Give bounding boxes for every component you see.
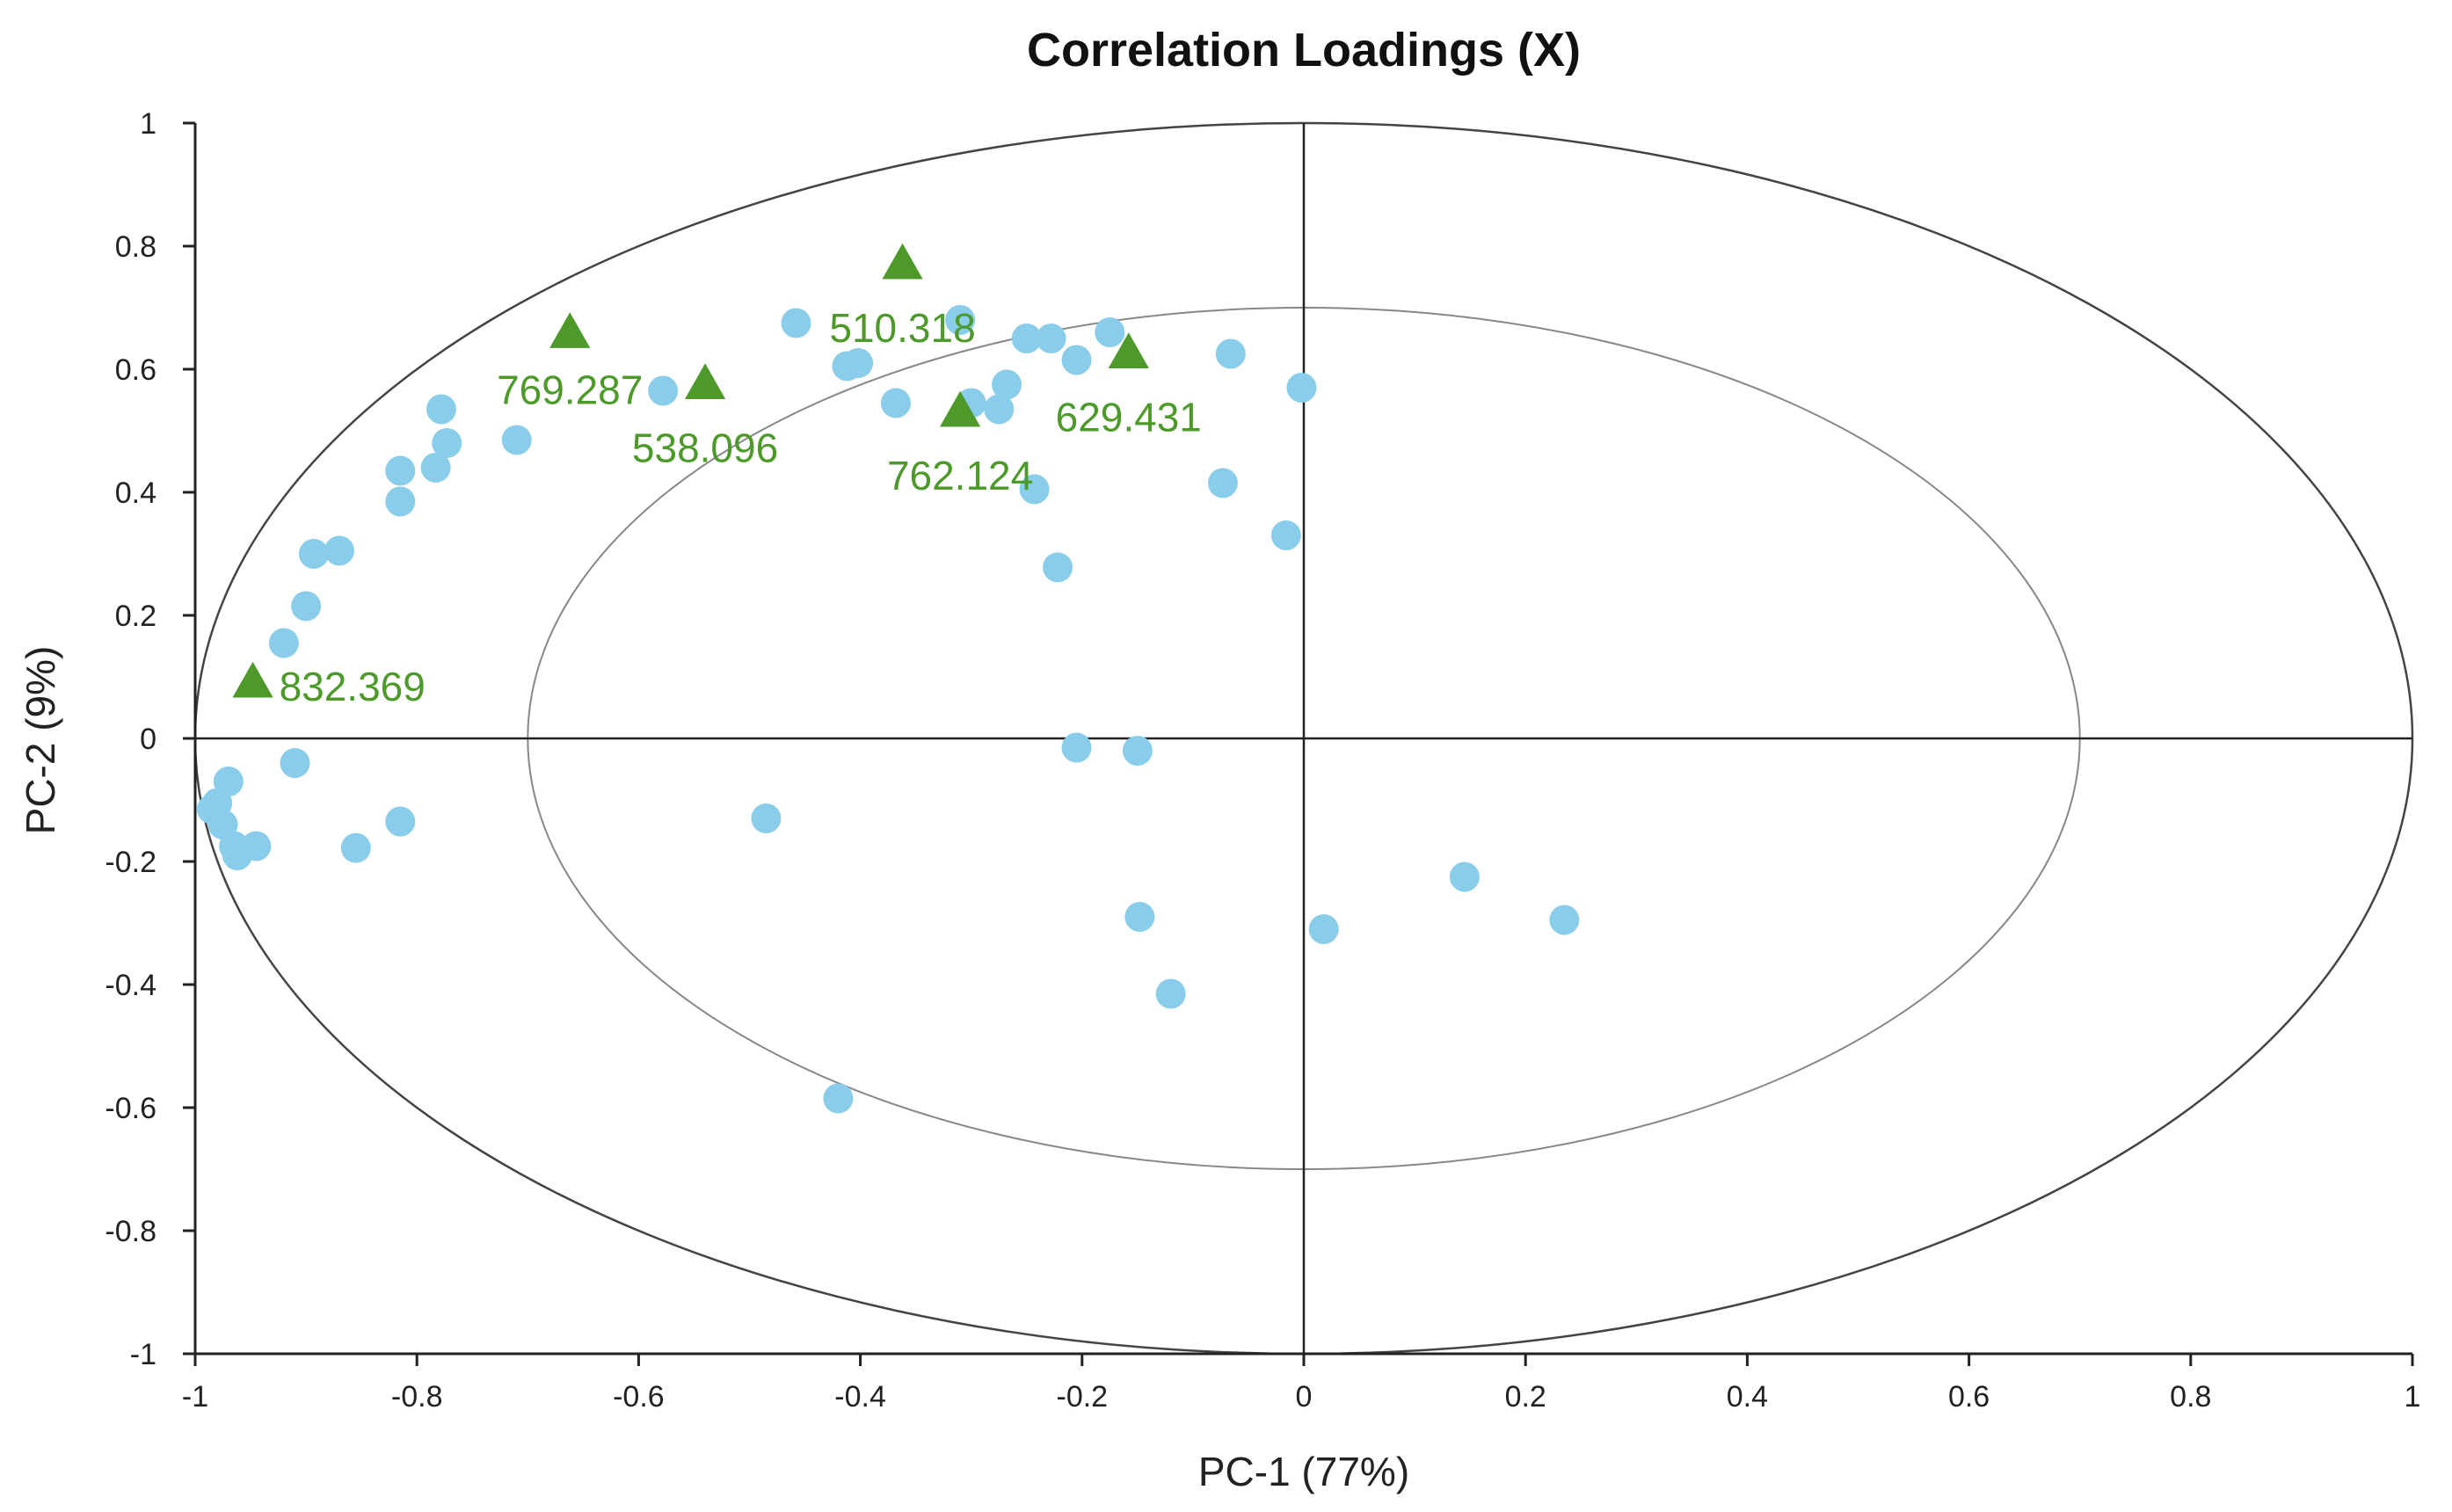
circle-point xyxy=(843,348,874,378)
y-tick-label: 0.6 xyxy=(115,353,156,387)
triangle-point xyxy=(1108,332,1149,368)
circle-point xyxy=(1215,338,1246,369)
y-tick-label: -0.2 xyxy=(105,846,156,879)
circle-point xyxy=(426,394,456,425)
circle-point xyxy=(1019,474,1050,505)
circle-point xyxy=(781,308,811,338)
x-tick-label: -0.8 xyxy=(391,1380,443,1414)
triangle-point xyxy=(549,312,591,348)
circle-point xyxy=(385,806,416,837)
circle-point xyxy=(1549,905,1580,935)
y-axis-label: PC-2 (9%) xyxy=(18,646,63,835)
point-labels: 832.369 769.287 538.096 510.318 762.124 629.4… xyxy=(280,305,1202,709)
triangle-point xyxy=(684,363,726,399)
circle-point xyxy=(945,305,976,335)
y-tick-label: 0.4 xyxy=(115,476,156,510)
chart-title: Correlation Loadings (X) xyxy=(1027,24,1581,76)
data-points xyxy=(196,243,1580,1114)
point-label-538-096: 538.096 xyxy=(632,425,778,471)
y-tick-label: -1 xyxy=(130,1338,156,1371)
circle-point xyxy=(1155,978,1186,1009)
point-label-629-431: 629.431 xyxy=(1056,395,1202,440)
circle-point xyxy=(648,375,679,406)
ticks: -1 -0.8 -0.6 -0.4 -0.2 0 0.2 0.4 0.6 0.8 1 -1 -0.8 -0… xyxy=(105,107,2420,1414)
circle-point xyxy=(1207,468,1238,498)
circle-point xyxy=(1061,732,1092,763)
x-tick-label: 1 xyxy=(2405,1380,2421,1414)
circle-point xyxy=(1095,317,1125,347)
x-tick-label: -1 xyxy=(182,1380,208,1414)
triangle-point xyxy=(882,243,923,280)
point-label-510-318: 510.318 xyxy=(829,305,975,351)
x-tick-label: -0.6 xyxy=(613,1380,665,1414)
circle-point xyxy=(241,831,272,861)
y-tick-label: 0 xyxy=(140,723,156,756)
x-tick-label: 0.4 xyxy=(1727,1380,1768,1414)
circle-point xyxy=(1308,914,1339,944)
circle-point xyxy=(1124,902,1155,932)
x-axis-label: PC-1 (77%) xyxy=(1198,1449,1409,1494)
circle-point xyxy=(984,394,1015,425)
circle-point xyxy=(385,455,416,486)
y-tick-label: -0.4 xyxy=(105,969,156,1002)
x-tick-label: 0.6 xyxy=(1948,1380,1990,1414)
circle-point xyxy=(1122,736,1153,766)
x-tick-label: 0 xyxy=(1296,1380,1313,1414)
circle-point xyxy=(880,388,911,418)
y-tick-label: 0.8 xyxy=(115,230,156,264)
triangle-point xyxy=(939,390,981,427)
point-label-832-369: 832.369 xyxy=(280,664,426,709)
x-tick-label: 0.2 xyxy=(1505,1380,1546,1414)
x-tick-label: -0.2 xyxy=(1057,1380,1109,1414)
circle-point xyxy=(1270,520,1301,550)
x-tick-label: -0.4 xyxy=(834,1380,886,1414)
circle-point xyxy=(432,428,462,458)
axes xyxy=(193,123,2412,1356)
circle-point xyxy=(751,803,782,833)
circle-point xyxy=(823,1083,854,1114)
circle-point xyxy=(1286,373,1317,403)
circle-point xyxy=(1011,323,1042,353)
circle-point xyxy=(340,832,371,863)
circle-point xyxy=(291,591,322,622)
y-tick-label: 1 xyxy=(140,107,156,141)
circle-point xyxy=(1061,345,1092,375)
y-tick-label: -0.8 xyxy=(105,1215,156,1248)
circle-point xyxy=(298,539,329,569)
point-label-769-287: 769.287 xyxy=(497,367,643,412)
circle-point xyxy=(501,425,532,455)
circle-point xyxy=(420,453,451,483)
y-tick-label: -0.6 xyxy=(105,1092,156,1125)
circle-point xyxy=(1449,861,1480,892)
circle-point xyxy=(280,748,310,778)
triangle-point xyxy=(232,661,273,698)
circle-point xyxy=(1036,323,1066,353)
circle-point xyxy=(324,535,354,566)
circle-point xyxy=(213,767,244,796)
circle-point xyxy=(385,486,416,517)
circle-point xyxy=(268,628,299,658)
y-tick-label: 0.2 xyxy=(115,600,156,633)
circle-point xyxy=(1043,552,1073,583)
circle-point xyxy=(992,369,1022,400)
x-tick-label: 0.8 xyxy=(2170,1380,2211,1414)
point-label-762-124: 762.124 xyxy=(887,453,1033,498)
